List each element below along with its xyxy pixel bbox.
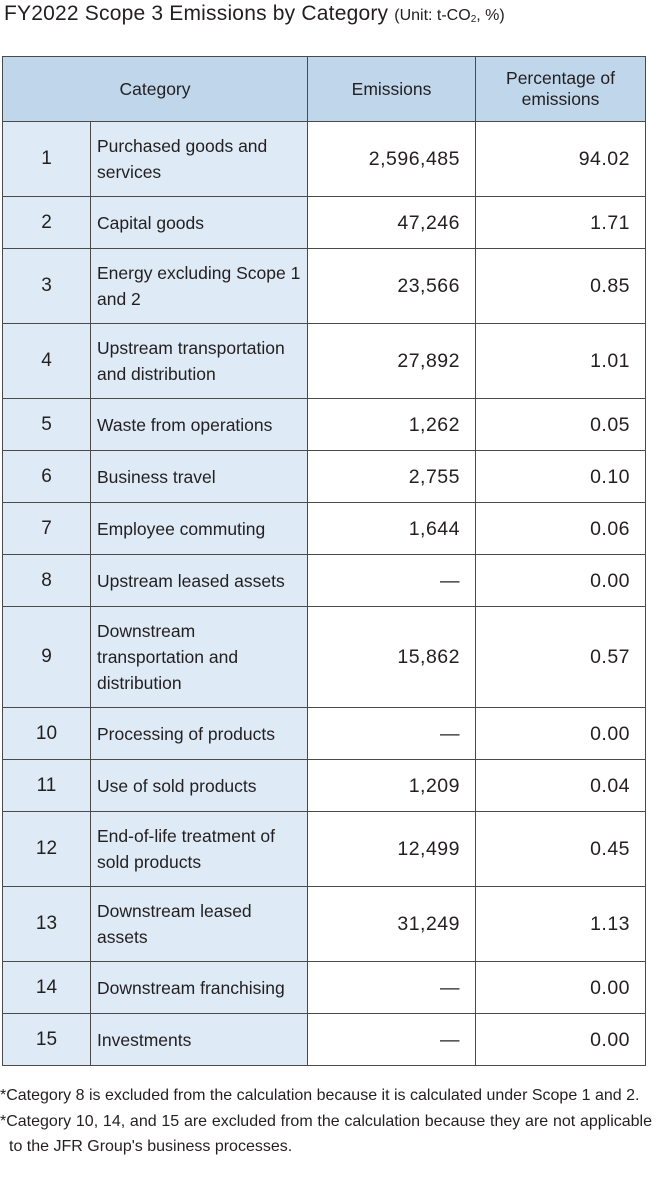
category-number: 3 xyxy=(2,248,91,324)
category-name: Downstream transportation and distributi… xyxy=(89,606,309,708)
percentage-value: 0.00 xyxy=(475,554,647,607)
table-row: 10 Processing of products —0.00 xyxy=(2,707,647,760)
percentage-value: 0.10 xyxy=(475,450,647,503)
category-number: 5 xyxy=(2,398,91,451)
category-number: 6 xyxy=(2,450,91,503)
table-row: 2 Capital goods 47,246 1.71 xyxy=(2,196,647,249)
category-name: Downstream leased assets xyxy=(89,886,309,962)
category-name: Use of sold products xyxy=(89,759,309,812)
header-category: Category xyxy=(1,56,309,122)
table-row: 6 Business travel 2,755 0.10 xyxy=(2,450,647,503)
unit-suffix: , %) xyxy=(476,7,505,24)
emissions-table: Category Emissions Percentage of emissio… xyxy=(1,56,647,1066)
table-row: 1 Purchased goods and services 2,596,485 94… xyxy=(2,121,647,197)
category-name: Waste from operations xyxy=(89,398,309,451)
percentage-value: 0.00 xyxy=(475,1013,647,1066)
percentage-value: 1.01 xyxy=(475,323,647,399)
percentage-value: 0.57 xyxy=(475,606,647,708)
category-name: Purchased goods and services xyxy=(89,121,309,197)
emissions-value: 23,566 xyxy=(307,248,477,324)
percentage-value: 0.06 xyxy=(475,502,647,555)
table-row: 5 Waste from operations 1,262 0.05 xyxy=(2,398,647,451)
title-unit: (Unit: t-CO2, %) xyxy=(394,7,505,25)
table-row: 4 Upstream transportation and distributio… xyxy=(2,323,647,399)
table-row: 9 Downstream transportation and distribut… xyxy=(2,606,647,708)
category-name: Upstream leased assets xyxy=(89,554,309,607)
category-name: Energy excluding Scope 1 and 2 xyxy=(89,248,309,324)
category-name: End-of-life treatment of sold products xyxy=(89,811,309,887)
emissions-value: 12,499 xyxy=(307,811,477,887)
table-row: 15 Investments —0.00 xyxy=(2,1013,647,1066)
percentage-value: 0.04 xyxy=(475,759,647,812)
category-number: 9 xyxy=(2,606,91,708)
emissions-value: 15,862 xyxy=(307,606,477,708)
header-percentage: Percentage of emissions xyxy=(475,56,647,122)
table-row: 3 Energy excluding Scope 1 and 2 23,566 0.8… xyxy=(2,248,647,324)
unit-subscript: 2 xyxy=(470,14,477,25)
emissions-value: 31,249 xyxy=(307,886,477,962)
category-number: 2 xyxy=(2,196,91,249)
table-header-row: Category Emissions Percentage of emissio… xyxy=(1,56,647,122)
percentage-value: 0.00 xyxy=(475,707,647,760)
category-number: 4 xyxy=(2,323,91,399)
category-name: Downstream franchising xyxy=(89,961,309,1014)
emissions-value: 2,755 xyxy=(307,450,477,503)
category-name: Processing of products xyxy=(89,707,309,760)
emissions-value: — xyxy=(307,961,477,1014)
category-number: 13 xyxy=(2,886,91,962)
unit-prefix: (Unit: t-CO xyxy=(394,7,471,24)
category-number: 12 xyxy=(2,811,91,887)
table-row: 12 End-of-life treatment of sold products… xyxy=(2,811,647,887)
table-row: 13 Downstream leased assets 31,249 1.13 xyxy=(2,886,647,962)
emissions-value: — xyxy=(307,554,477,607)
category-number: 11 xyxy=(2,759,91,812)
footnote: *Category 8 is excluded from the calcula… xyxy=(0,1087,640,1104)
category-name: Capital goods xyxy=(89,196,309,249)
percentage-value: 0.45 xyxy=(475,811,647,887)
category-name: Investments xyxy=(89,1013,309,1066)
table-row: 11 Use of sold products 1,209 0.04 xyxy=(2,759,647,812)
percentage-value: 0.85 xyxy=(475,248,647,324)
emissions-value: — xyxy=(307,1013,477,1066)
category-number: 8 xyxy=(2,554,91,607)
emissions-value: — xyxy=(307,707,477,760)
header-emissions: Emissions xyxy=(307,56,477,122)
emissions-value: 27,892 xyxy=(307,323,477,399)
table-row: 14 Downstream franchising —0.00 xyxy=(2,961,647,1014)
emissions-value: 1,209 xyxy=(307,759,477,812)
category-number: 7 xyxy=(2,502,91,555)
percentage-value: 0.00 xyxy=(475,961,647,1014)
emissions-value: 1,262 xyxy=(307,398,477,451)
category-number: 1 xyxy=(2,121,91,197)
emissions-value: 47,246 xyxy=(307,196,477,249)
category-number: 15 xyxy=(2,1013,91,1066)
emissions-value: 1,644 xyxy=(307,502,477,555)
category-number: 14 xyxy=(2,961,91,1014)
percentage-value: 0.05 xyxy=(475,398,647,451)
footnotes: *Category 8 is excluded from the calcula… xyxy=(0,1083,652,1160)
category-number: 10 xyxy=(2,707,91,760)
category-name: Business travel xyxy=(89,450,309,503)
percentage-value: 94.02 xyxy=(475,121,647,197)
table-body: 1 Purchased goods and services 2,596,485 94… xyxy=(2,121,647,1066)
title-main: FY2022 Scope 3 Emissions by Category xyxy=(4,2,389,25)
category-name: Upstream transportation and distribution xyxy=(89,323,309,399)
category-name: Employee commuting xyxy=(89,502,309,555)
table-row: 7 Employee commuting 1,644 0.06 xyxy=(2,502,647,555)
emissions-value: 2,596,485 xyxy=(307,121,477,197)
page-title: FY2022 Scope 3 Emissions by Category (Uni… xyxy=(4,2,505,30)
footnote: *Category 10, 14, and 15 are excluded fr… xyxy=(0,1113,652,1155)
percentage-value: 1.13 xyxy=(475,886,647,962)
percentage-value: 1.71 xyxy=(475,196,647,249)
table-row: 8 Upstream leased assets —0.00 xyxy=(2,554,647,607)
